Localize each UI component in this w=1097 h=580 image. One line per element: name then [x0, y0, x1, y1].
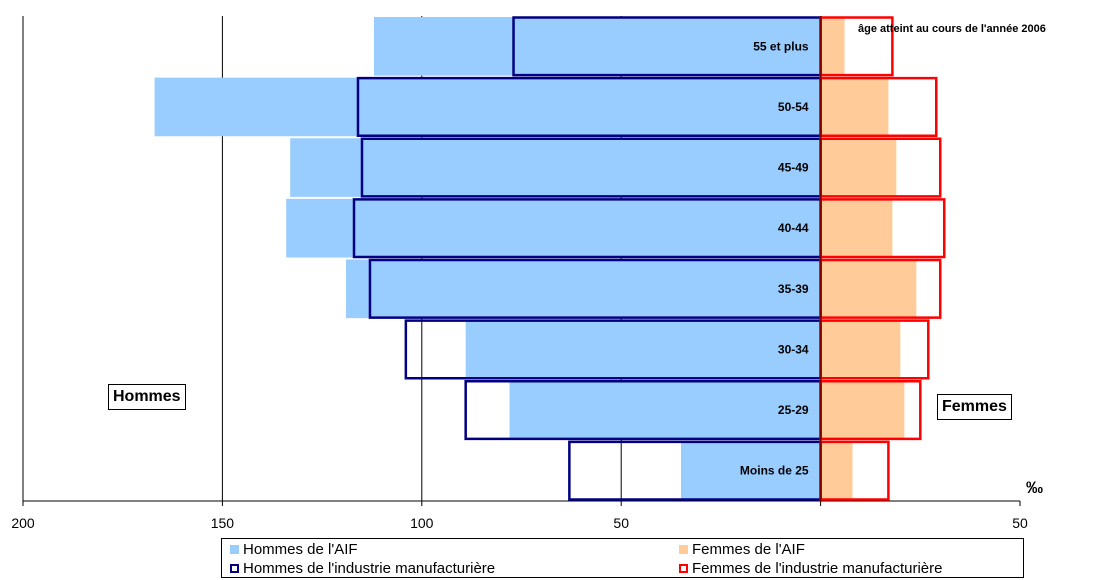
category-label-50-54: 50-54 — [778, 100, 809, 114]
bar-femmes-de-l-aif-50-54 — [820, 77, 889, 137]
bar-femmes-de-l-aif-30-34 — [820, 320, 901, 379]
bar-femmes-de-l-aif-40-44 — [820, 198, 893, 258]
age-note: âge atteint au cours de l'année 2006 — [858, 23, 1046, 35]
category-label-moins-de-25: Moins de 25 — [740, 464, 809, 478]
category-label-55-et-plus: 55 et plus — [753, 39, 809, 53]
legend-swatch-femmes-industrie — [679, 564, 688, 573]
legend-item-hommes-aif: Hommes de l'AIF — [230, 541, 358, 558]
tick-label-3: 50 — [613, 515, 629, 531]
bar-hommes-de-l-aif-50-54 — [154, 77, 821, 137]
legend-item-hommes-industrie: Hommes de l'industrie manufacturière — [230, 560, 495, 577]
tick-label-1: 150 — [211, 515, 235, 531]
bar-femmes-de-l-aif-25-29 — [820, 380, 905, 440]
unit-label: ‰ — [1026, 478, 1043, 497]
legend-swatch-hommes-industrie — [230, 564, 239, 573]
legend-label-femmes-industrie: Femmes de l'industrie manufacturière — [692, 560, 943, 577]
category-labels: Moins de 25 25-29 30-34 35-39 40-44 45-49 50-5… — [740, 39, 809, 477]
legend-item-femmes-aif: Femmes de l'AIF — [679, 541, 805, 558]
legend-label-femmes-aif: Femmes de l'AIF — [692, 541, 805, 558]
tick-label-2: 100 — [410, 515, 434, 531]
hommes-label: Hommes — [108, 384, 186, 410]
bar-hommes-de-l-aif-45-49 — [290, 138, 821, 197]
bar-femmes-de-l-aif-55-et-plus — [820, 17, 845, 76]
bar-hommes-de-l-aif-moins-de-25 — [681, 441, 821, 500]
x-axis-ticks: 200 150 100 50 50 — [11, 501, 1028, 531]
bar-hommes-de-l-aif-35-39 — [346, 259, 821, 319]
bar-femmes-de-l-aif-moins-de-25 — [820, 441, 853, 500]
legend: Hommes de l'AIF Femmes de l'AIF Hommes d… — [221, 538, 1024, 578]
legend-label-hommes-industrie: Hommes de l'industrie manufacturière — [243, 560, 496, 577]
category-label-30-34: 30-34 — [778, 342, 809, 356]
category-label-35-39: 35-39 — [778, 282, 809, 296]
bar-femmes-de-l-aif-35-39 — [820, 259, 917, 319]
tick-label-0: 200 — [11, 515, 35, 531]
category-label-40-44: 40-44 — [778, 221, 809, 235]
bar-hommes-de-l-aif-25-29 — [509, 380, 821, 440]
category-label-25-29: 25-29 — [778, 403, 809, 417]
bar-femmes-de-l-aif-45-49 — [820, 138, 897, 197]
femmes-label: Femmes — [937, 394, 1012, 420]
tick-label-4: 50 — [1012, 515, 1028, 531]
bar-hommes-de-l-aif-55-et-plus — [373, 17, 821, 76]
legend-label-hommes-aif: Hommes de l'AIF — [243, 541, 358, 558]
bar-hommes-de-l-aif-30-34 — [465, 320, 821, 379]
legend-item-femmes-industrie: Femmes de l'industrie manufacturière — [679, 560, 942, 577]
bar-hommes-de-l-aif-40-44 — [286, 198, 821, 258]
aif-bars — [154, 17, 917, 500]
legend-swatch-femmes-aif — [679, 545, 688, 554]
category-label-45-49: 45-49 — [778, 161, 809, 175]
legend-swatch-hommes-aif — [230, 545, 239, 554]
